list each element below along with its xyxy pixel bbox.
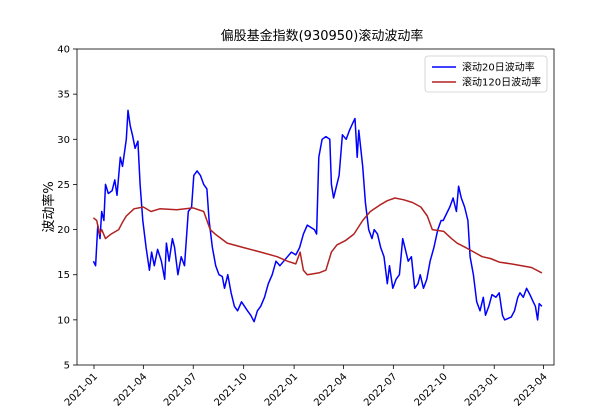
legend-box: [424, 55, 548, 93]
x-tick-label: 2022-10: [413, 371, 450, 408]
y-tick-label: 35: [57, 90, 70, 101]
x-tick-label: 2022-07: [362, 371, 399, 408]
x-tick-label: 2021-01: [63, 371, 100, 408]
y-tick-label: 20: [57, 225, 70, 236]
legend-label: 滚动120日波动率: [462, 76, 541, 89]
plot-area: [92, 109, 543, 323]
x-tick-label: 2021-10: [212, 371, 249, 408]
y-axis-label: 波动率%: [41, 181, 57, 232]
series-line: [92, 197, 543, 276]
axes-frame: [76, 48, 555, 366]
y-tick-label: 30: [57, 135, 70, 146]
x-tick-label: 2023-01: [463, 371, 500, 408]
x-tick-label: 2021-07: [162, 371, 199, 408]
y-tick-label: 15: [57, 270, 70, 281]
y-tick-label: 40: [57, 45, 70, 56]
y-tick-label: 25: [57, 180, 70, 191]
legend-label: 滚动20日波动率: [462, 61, 535, 74]
y-tick-label: 10: [57, 315, 70, 326]
x-tick-label: 2022-04: [312, 371, 349, 408]
y-tick-label: 5: [64, 361, 70, 372]
x-tick-label: 2021-04: [112, 371, 149, 408]
x-tick-label: 2022-01: [263, 371, 300, 408]
y-axis: 5 10 15 20 25 30 35 40: [57, 45, 77, 372]
x-tick-label: 2023-04: [512, 371, 549, 408]
series-line: [92, 109, 543, 323]
chart-title: 偏股基金指数(930950)滚动波动率: [221, 28, 424, 44]
x-axis: 2021-01 2021-04 2021-07 2021-10 2022-01 2022-…: [63, 365, 550, 409]
